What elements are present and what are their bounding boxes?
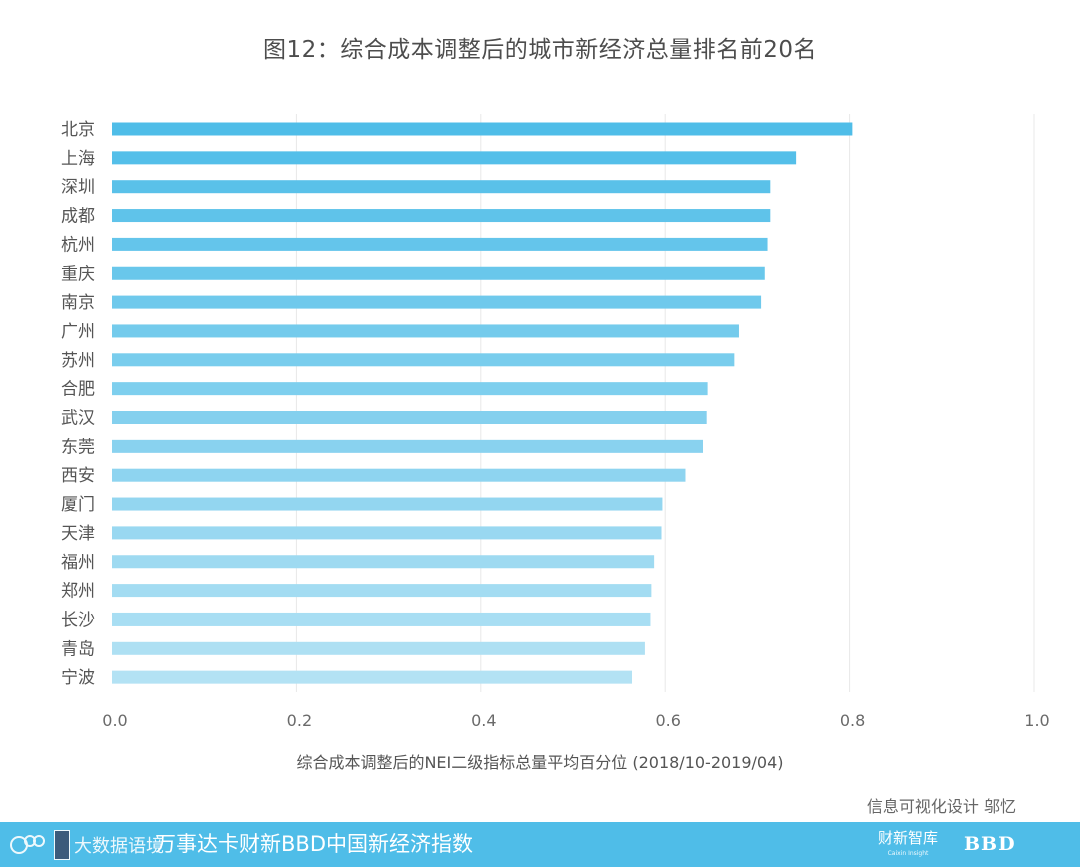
category-label: 杭州 [61, 235, 95, 255]
x-tick-label: 0.0 [102, 711, 127, 730]
category-label: 长沙 [61, 610, 95, 630]
grid-lines [295, 114, 1035, 692]
category-label: 深圳 [61, 178, 95, 198]
chart-title: 图12：综合成本调整后的城市新经济总量排名前20名 [262, 37, 818, 63]
category-label: 天津 [61, 524, 95, 544]
category-label: 北京 [61, 120, 95, 140]
x-tick-label: 0.4 [471, 711, 496, 730]
category-label: 成都 [61, 207, 95, 227]
category-label: 福州 [61, 553, 95, 573]
category-label: 郑州 [61, 582, 95, 602]
bar [112, 209, 771, 223]
category-label: 宁波 [61, 668, 95, 688]
bar [112, 497, 663, 511]
category-label: 厦门 [61, 495, 95, 515]
category-label: 东莞 [61, 437, 95, 457]
x-tick-label: 0.8 [840, 711, 865, 730]
footer-bar: 大数据语境 万事达卡财新BBD中国新经济指数 财新智库 Caixin Insig… [0, 822, 1080, 867]
bar [112, 641, 645, 655]
category-label: 西安 [61, 466, 95, 486]
bar [112, 439, 704, 453]
bar [112, 555, 655, 569]
category-label: 合肥 [61, 380, 95, 400]
bbd-logo: BBD [964, 833, 1016, 855]
bars [112, 122, 853, 684]
caixin-insight-logo: 财新智库 Caixin Insight [878, 830, 938, 862]
bar [112, 295, 762, 309]
category-label: 青岛 [61, 639, 95, 659]
bar [112, 122, 853, 136]
bar [112, 151, 797, 165]
bar [112, 411, 707, 424]
x-tick-label: 0.2 [287, 711, 312, 730]
x-tick-labels: 0.0 0.2 0.4 0.6 0.8 1.0 [102, 711, 1049, 730]
category-label: 上海 [61, 149, 95, 169]
category-label: 南京 [61, 293, 95, 313]
bar [112, 670, 633, 684]
bar [112, 324, 739, 338]
x-tick-label: 1.0 [1024, 711, 1049, 730]
design-credit: 信息可视化设计 邬忆 [866, 797, 1016, 816]
category-label: 武汉 [61, 409, 95, 429]
footer-left-logo-text: 大数据语境 [74, 835, 164, 857]
bar [112, 266, 765, 280]
bar [112, 237, 768, 251]
bar [112, 526, 662, 540]
category-label: 苏州 [61, 351, 95, 371]
bar [112, 612, 651, 626]
bar [112, 353, 735, 367]
category-label: 重庆 [61, 264, 95, 284]
caixin-logo-text: 财新智库 [878, 829, 939, 847]
bar [112, 584, 652, 598]
book-icon [54, 829, 70, 860]
x-axis-label: 综合成本调整后的NEI二级指标总量平均百分位 (2018/10-2019/04) [296, 753, 784, 772]
category-label: 广州 [61, 322, 95, 342]
caixin-logo-subtext: Caixin Insight [887, 850, 929, 857]
footer-left-logo: 大数据语境 [8, 827, 164, 862]
bar [112, 382, 708, 396]
bar [112, 468, 686, 482]
footer-title: 万事达卡财新BBD中国新经济指数 [155, 832, 473, 856]
x-tick-label: 0.6 [655, 711, 680, 730]
bar [112, 180, 771, 194]
ring-logo-icon [8, 832, 46, 858]
